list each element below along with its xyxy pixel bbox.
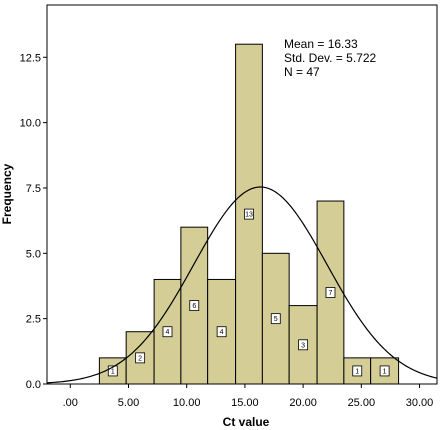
bar-count-label: 2 <box>138 355 142 362</box>
bar-count-label: 6 <box>192 303 196 310</box>
stat-std-dev: Std. Dev. = 5.722 <box>284 51 376 65</box>
bar-count-box <box>270 313 281 325</box>
bar-count-label: 1 <box>355 368 359 375</box>
bar-count-box <box>189 300 200 311</box>
y-tick-label: 5.0 <box>26 248 41 260</box>
stat-mean: Mean = 16.33 <box>284 37 358 51</box>
bar-count-box <box>244 208 254 220</box>
bars-group <box>98 43 400 385</box>
y-tick-label: 10.0 <box>20 118 41 130</box>
x-tick-label: 25.00 <box>348 397 376 409</box>
x-tick-label: 20.00 <box>289 397 317 409</box>
bar-count-box <box>216 326 227 338</box>
x-axis-title: Ct value <box>223 415 270 429</box>
y-tick-label: 12.5 <box>20 52 41 64</box>
normal-curve <box>46 186 438 384</box>
histogram-bar <box>261 252 290 385</box>
stat-n: N = 47 <box>284 65 320 79</box>
bar-count-box <box>135 352 146 364</box>
bar-count-box <box>107 365 118 377</box>
bar-count-label: 5 <box>274 316 278 323</box>
bar-count-box <box>162 326 173 338</box>
bar-count-label: 7 <box>329 290 333 297</box>
bar-count-label: 4 <box>220 329 224 336</box>
x-tick-label: 5.00 <box>118 397 139 409</box>
x-axis-ticks: .00 5.00 10.00 15.00 20.00 25.00 30.00 <box>63 384 434 409</box>
x-tick-label: .00 <box>63 397 78 409</box>
bar-count-box <box>325 287 336 298</box>
bar-count-label: 4 <box>166 329 170 336</box>
y-axis-ticks: 0.0 2.5 5.0 7.5 10.0 12.5 <box>20 52 47 391</box>
bar-count-box <box>352 365 363 377</box>
x-tick-label: 15.00 <box>231 397 259 409</box>
bar-count-label: 1 <box>383 368 387 375</box>
bar-count-label: 1 <box>111 368 115 375</box>
x-tick-label: 30.00 <box>406 397 434 409</box>
bar-count-label: 13 <box>245 212 253 219</box>
y-tick-label: 2.5 <box>26 314 41 326</box>
bar-count-box <box>298 339 309 351</box>
bar-count-box <box>379 365 390 377</box>
y-tick-label: 7.5 <box>26 183 41 195</box>
y-tick-label: 0.0 <box>26 379 41 391</box>
y-axis-title: Frequency <box>0 163 14 224</box>
x-tick-label: 10.00 <box>173 397 201 409</box>
bar-count-label: 3 <box>301 342 305 349</box>
